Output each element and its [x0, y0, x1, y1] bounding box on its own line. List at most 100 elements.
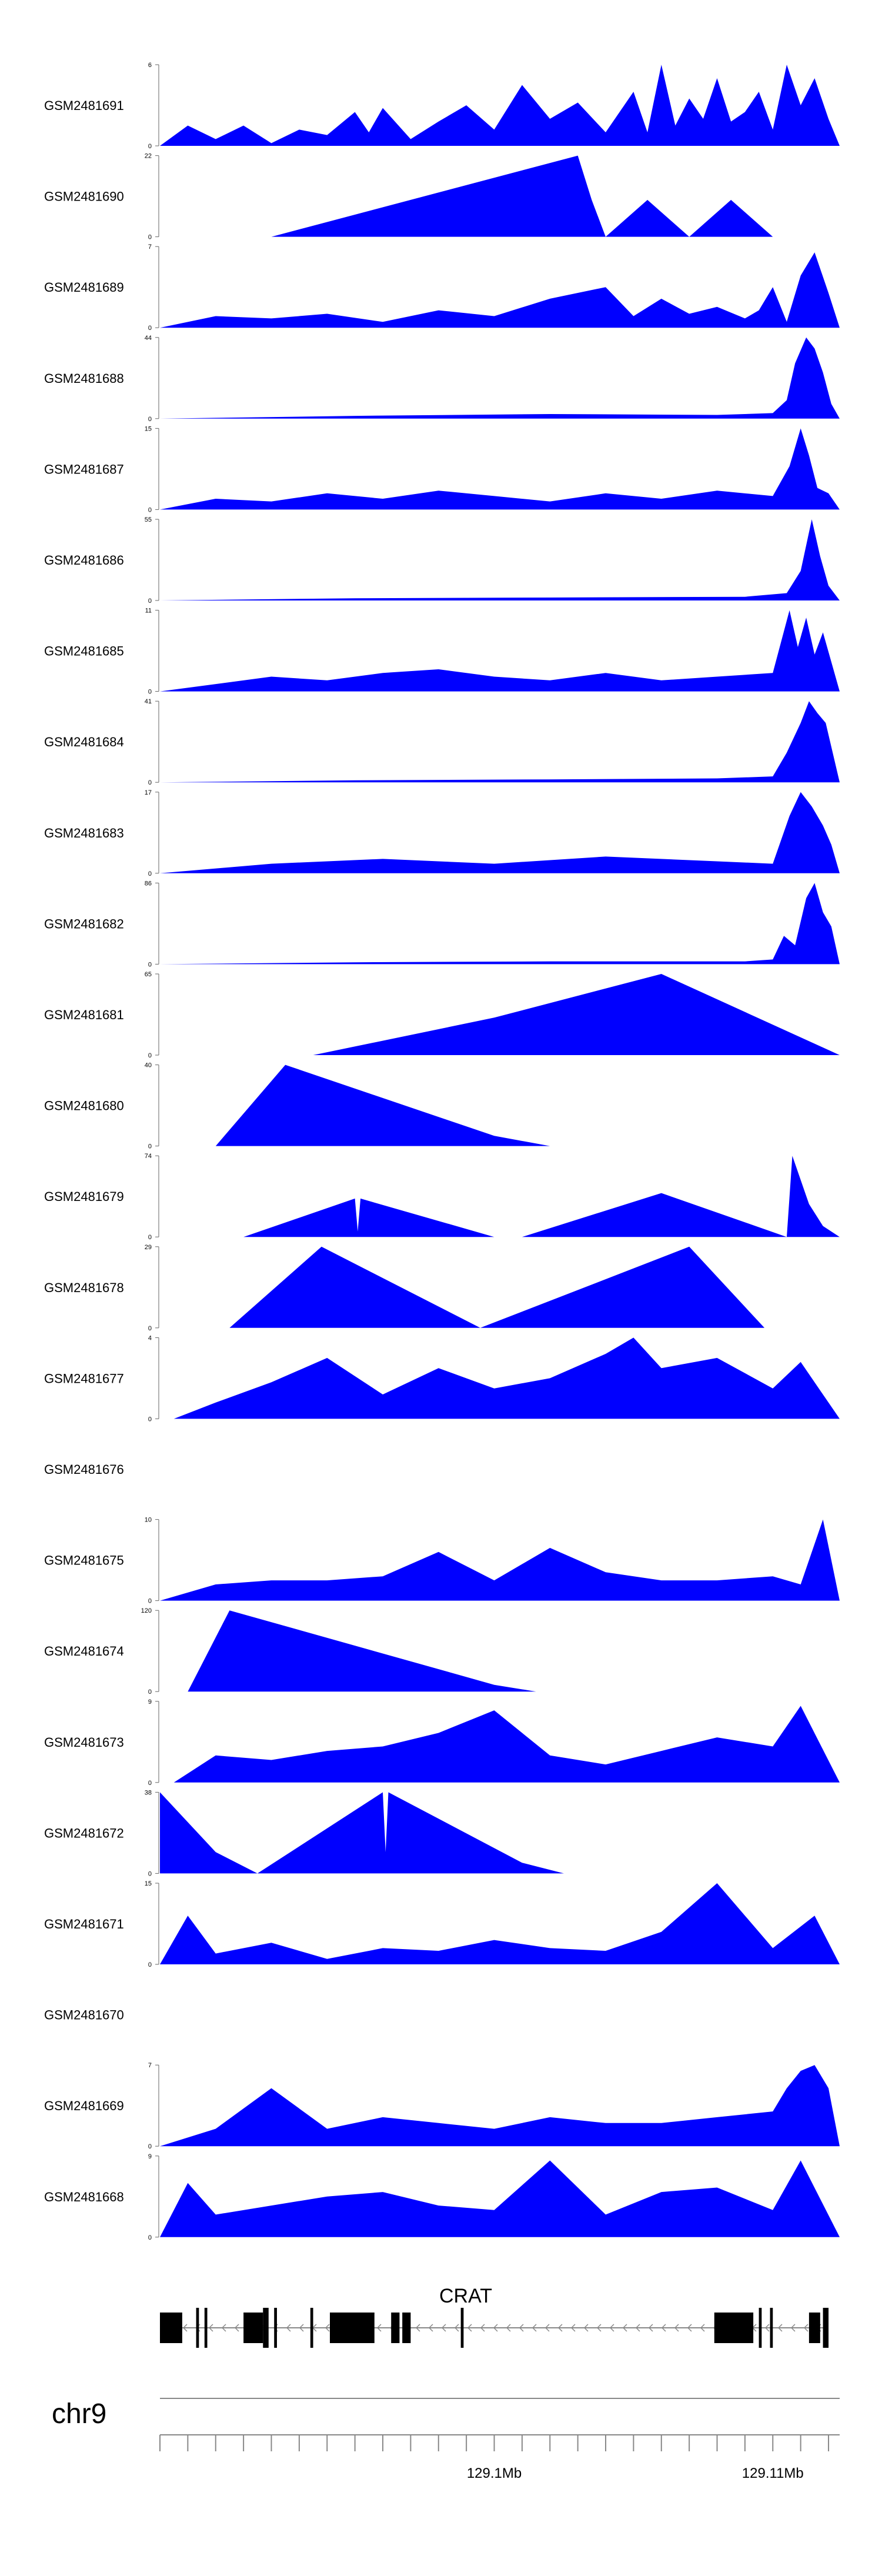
exon-block	[391, 2313, 400, 2343]
y-min-label: 0	[148, 1598, 152, 1605]
track-GSM2481674: GSM2481674 120 0	[44, 1607, 536, 1696]
y-max-label: 86	[145, 880, 152, 887]
coverage-area	[160, 252, 840, 328]
track-label: GSM2481678	[44, 1280, 124, 1295]
coverage-area	[271, 155, 843, 237]
coverage-area	[160, 2065, 840, 2147]
track-GSM2481677: GSM2481677 4 0	[44, 1334, 840, 1423]
genome-axis-track: chr9 129.1Mb 129.11Mb	[52, 2398, 840, 2481]
track-GSM2481689: GSM2481689 7 0	[44, 243, 840, 332]
y-max-label: 6	[148, 62, 152, 69]
track-label: GSM2481672	[44, 1826, 124, 1840]
strand-arrow	[570, 2324, 576, 2332]
strand-arrow	[557, 2324, 563, 2332]
strand-arrow	[674, 2324, 679, 2332]
y-min-label: 0	[148, 1052, 152, 1059]
strand-arrow	[493, 2324, 498, 2332]
y-min-label: 0	[148, 1416, 152, 1423]
strand-arrow	[467, 2324, 472, 2332]
y-max-label: 9	[148, 1699, 152, 1706]
coverage-area	[160, 428, 840, 510]
y-min-label: 0	[148, 598, 152, 605]
y-max-label: 55	[145, 516, 152, 523]
exon-block	[160, 2313, 182, 2343]
track-GSM2481669: GSM2481669 7 0	[44, 2062, 840, 2150]
y-max-label: 44	[145, 335, 152, 342]
exon-block	[274, 2308, 277, 2348]
coverage-area	[160, 610, 840, 692]
track-label: GSM2481684	[44, 735, 124, 749]
strand-arrow	[480, 2324, 485, 2332]
track-GSM2481683: GSM2481683 17 0	[44, 789, 840, 877]
track-GSM2481686: GSM2481686 55 0	[44, 516, 840, 605]
coverage-area	[160, 2160, 840, 2237]
strand-arrow	[376, 2324, 382, 2332]
strand-arrow	[609, 2324, 614, 2332]
strand-arrow	[687, 2324, 692, 2332]
y-min-label: 0	[148, 143, 152, 150]
track-label: GSM2481687	[44, 462, 124, 476]
exon-block	[759, 2308, 762, 2348]
exon-block	[460, 2308, 464, 2348]
y-min-label: 0	[148, 234, 152, 241]
track-label: GSM2481686	[44, 553, 124, 568]
track-GSM2481682: GSM2481682 86 0	[44, 880, 840, 968]
track-label: GSM2481691	[44, 98, 124, 113]
strand-arrow	[519, 2324, 524, 2332]
y-max-label: 22	[145, 153, 152, 160]
coverage-area	[313, 974, 840, 1055]
strand-arrow	[661, 2324, 666, 2332]
track-GSM2481681: GSM2481681 65 0	[44, 971, 840, 1059]
gene-name-label: CRAT	[439, 2285, 492, 2307]
track-GSM2481691: GSM2481691 6 0	[44, 62, 840, 150]
coverage-area	[160, 1792, 564, 1874]
exon-block	[204, 2308, 208, 2348]
y-max-label: 15	[145, 1880, 152, 1887]
track-label: GSM2481674	[44, 1644, 124, 1659]
y-min-label: 0	[148, 961, 152, 968]
y-max-label: 10	[145, 1517, 152, 1524]
exon-block	[402, 2313, 411, 2343]
coverage-area	[160, 519, 840, 600]
track-label: GSM2481679	[44, 1189, 124, 1204]
track-label: GSM2481673	[44, 1735, 124, 1750]
track-GSM2481672: GSM2481672 38 0	[44, 1789, 564, 1877]
track-label: GSM2481680	[44, 1099, 124, 1113]
exon-block	[263, 2308, 266, 2348]
y-max-label: 65	[145, 971, 152, 978]
strand-arrow	[700, 2324, 705, 2332]
y-max-label: 9	[148, 2153, 152, 2160]
exon-block	[770, 2308, 773, 2348]
track-GSM2481668: GSM2481668 9 0	[44, 2153, 840, 2241]
y-min-label: 0	[148, 1689, 152, 1696]
strand-arrow	[428, 2324, 433, 2332]
track-GSM2481676: GSM2481676	[44, 1462, 124, 1477]
y-max-label: 41	[145, 698, 152, 705]
strand-arrow	[790, 2324, 796, 2332]
y-min-label: 0	[148, 2143, 152, 2150]
exon-block	[310, 2308, 313, 2348]
coverage-area	[160, 701, 840, 783]
chromosome-label: chr9	[52, 2398, 106, 2430]
exon-block	[714, 2313, 754, 2343]
track-GSM2481679: GSM2481679 74 0	[44, 1153, 840, 1241]
strand-arrow	[506, 2324, 511, 2332]
y-min-label: 0	[148, 416, 152, 423]
track-label: GSM2481669	[44, 2098, 124, 2113]
strand-arrow	[325, 2324, 330, 2332]
coverage-area	[188, 1610, 536, 1692]
coverage-area	[160, 1883, 840, 1964]
y-min-label: 0	[148, 506, 152, 513]
coverage-area	[160, 1519, 840, 1601]
coverage-area	[160, 65, 840, 146]
track-label: GSM2481689	[44, 280, 124, 295]
strand-arrow	[299, 2324, 304, 2332]
strand-arrow	[583, 2324, 589, 2332]
strand-arrow	[234, 2324, 239, 2332]
strand-arrow	[544, 2324, 550, 2332]
track-GSM2481688: GSM2481688 44 0	[44, 335, 840, 423]
genome-axis-tick-label: 129.11Mb	[742, 2465, 804, 2481]
strand-arrow	[182, 2324, 188, 2332]
y-max-label: 15	[145, 425, 152, 432]
